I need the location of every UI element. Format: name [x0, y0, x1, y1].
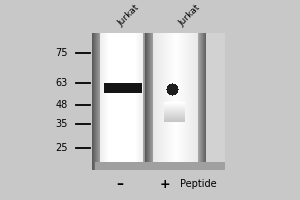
Text: Jurkat: Jurkat: [116, 3, 141, 28]
Text: 25: 25: [56, 143, 68, 153]
Text: 48: 48: [56, 100, 68, 110]
Text: –: –: [116, 177, 124, 191]
Text: Jurkat: Jurkat: [177, 3, 202, 28]
Text: 75: 75: [56, 48, 68, 58]
Text: 63: 63: [56, 78, 68, 88]
Text: 35: 35: [56, 119, 68, 129]
Text: Peptide: Peptide: [180, 179, 217, 189]
Text: +: +: [160, 178, 170, 190]
